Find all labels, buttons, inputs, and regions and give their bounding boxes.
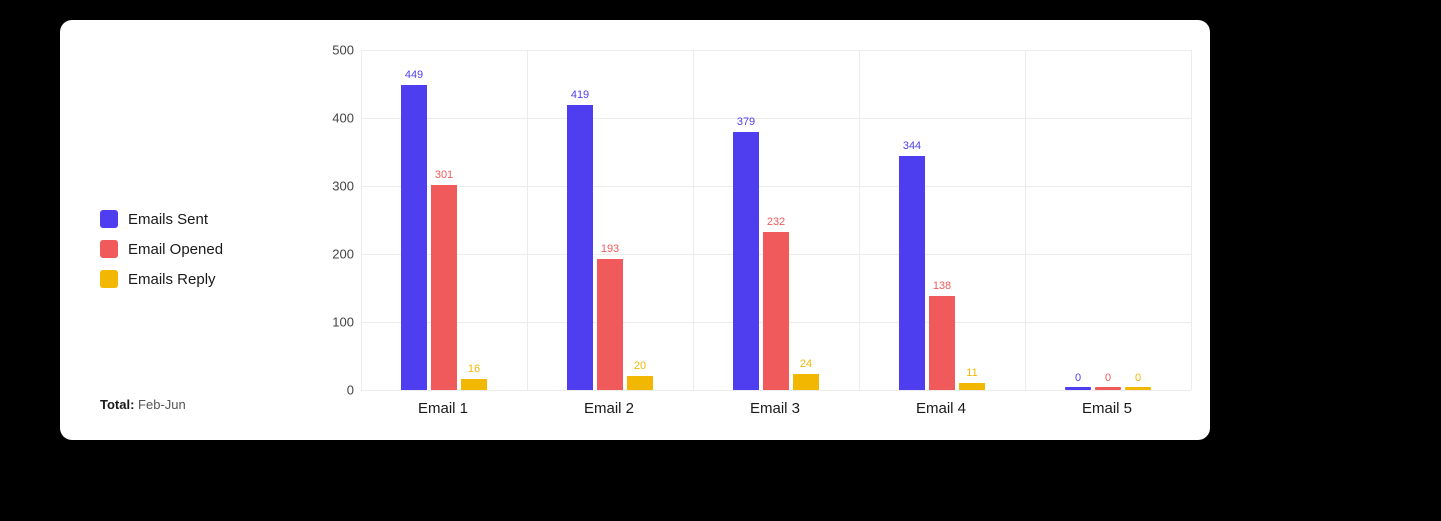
chart-plot: 449 301 16 419 193 20 379 232 24 344 138 11 0 0 0 bbox=[360, 50, 1191, 390]
x-tick-label: Email 2 bbox=[584, 400, 634, 417]
legend-label: Email Opened bbox=[128, 241, 223, 258]
y-tick-label: 100 bbox=[320, 315, 354, 330]
bar-value-label: 379 bbox=[737, 116, 755, 128]
legend-item: Emails Reply bbox=[100, 270, 223, 288]
total-label: Total: bbox=[100, 397, 134, 412]
bar bbox=[733, 132, 759, 390]
y-tick-label: 500 bbox=[320, 43, 354, 58]
bar bbox=[567, 105, 593, 390]
bar bbox=[431, 185, 457, 390]
bar-value-label: 344 bbox=[903, 140, 921, 152]
gridline bbox=[361, 186, 1191, 187]
gridline-vertical bbox=[1025, 50, 1026, 390]
gridline-vertical bbox=[859, 50, 860, 390]
bar bbox=[597, 259, 623, 390]
bar bbox=[461, 379, 487, 390]
chart-card: Emails Sent Email Opened Emails Reply To… bbox=[60, 20, 1210, 440]
bar-value-label: 16 bbox=[468, 363, 480, 375]
bar-value-label: 449 bbox=[405, 69, 423, 81]
x-tick-label: Email 4 bbox=[916, 400, 966, 417]
bar-value-label: 193 bbox=[601, 243, 619, 255]
gridline-vertical bbox=[361, 50, 362, 390]
bar-value-label: 138 bbox=[933, 280, 951, 292]
gridline bbox=[361, 118, 1191, 119]
bar-value-label: 0 bbox=[1105, 372, 1111, 384]
bar bbox=[959, 383, 985, 390]
bar-value-label: 20 bbox=[634, 360, 646, 372]
legend-item: Emails Sent bbox=[100, 210, 223, 228]
legend-label: Emails Reply bbox=[128, 271, 216, 288]
x-tick-label: Email 1 bbox=[418, 400, 468, 417]
gridline-vertical bbox=[527, 50, 528, 390]
bar bbox=[1065, 387, 1091, 390]
bar bbox=[401, 85, 427, 390]
y-tick-label: 400 bbox=[320, 111, 354, 126]
bar bbox=[1125, 387, 1151, 390]
total-period: Feb-Jun bbox=[138, 397, 186, 412]
y-tick-label: 200 bbox=[320, 247, 354, 262]
bar-value-label: 419 bbox=[571, 89, 589, 101]
y-tick-label: 0 bbox=[320, 383, 354, 398]
gridline-vertical bbox=[1191, 50, 1192, 390]
chart-area: 449 301 16 419 193 20 379 232 24 344 138 11 0 0 0 0 100… bbox=[320, 50, 1190, 430]
bar-value-label: 232 bbox=[767, 216, 785, 228]
legend: Emails Sent Email Opened Emails Reply bbox=[100, 210, 223, 288]
x-tick-label: Email 3 bbox=[750, 400, 800, 417]
bar bbox=[793, 374, 819, 390]
gridline bbox=[361, 390, 1191, 391]
legend-swatch-reply bbox=[100, 270, 118, 288]
gridline bbox=[361, 50, 1191, 51]
legend-label: Emails Sent bbox=[128, 211, 208, 228]
bar bbox=[763, 232, 789, 390]
legend-swatch-sent bbox=[100, 210, 118, 228]
total-caption: Total: Feb-Jun bbox=[100, 397, 186, 412]
bar bbox=[1095, 387, 1121, 390]
bar-value-label: 24 bbox=[800, 358, 812, 370]
gridline-vertical bbox=[693, 50, 694, 390]
x-tick-label: Email 5 bbox=[1082, 400, 1132, 417]
bar bbox=[899, 156, 925, 390]
bar bbox=[929, 296, 955, 390]
bar-value-label: 0 bbox=[1135, 372, 1141, 384]
bar-value-label: 301 bbox=[435, 169, 453, 181]
legend-swatch-opened bbox=[100, 240, 118, 258]
y-tick-label: 300 bbox=[320, 179, 354, 194]
bar-value-label: 11 bbox=[966, 367, 977, 379]
bar-value-label: 0 bbox=[1075, 372, 1081, 384]
bar bbox=[627, 376, 653, 390]
legend-item: Email Opened bbox=[100, 240, 223, 258]
